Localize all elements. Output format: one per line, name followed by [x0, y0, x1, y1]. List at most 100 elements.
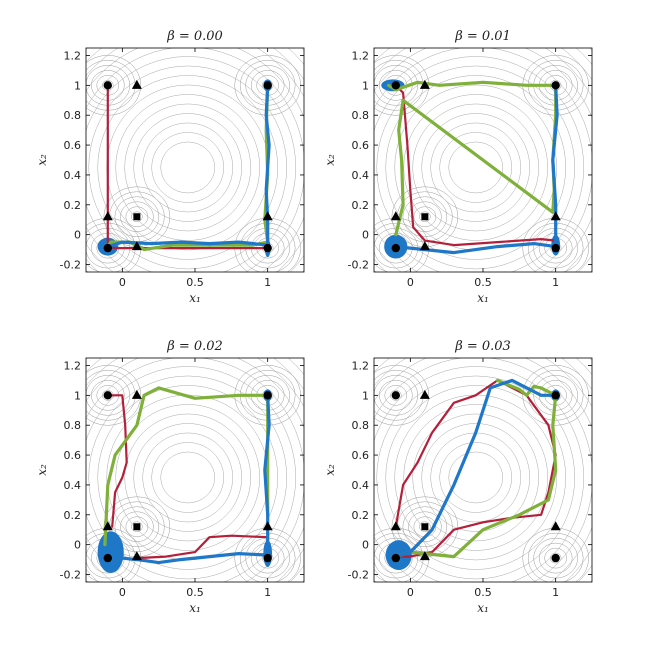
sample-cloud	[97, 531, 124, 574]
series-line	[106, 84, 269, 250]
y-tick-label: 1.2	[352, 359, 370, 372]
y-tick-label: 1	[362, 79, 369, 92]
contour-line	[374, 366, 584, 582]
minimum-marker	[263, 81, 272, 90]
y-tick-label: 0.4	[64, 169, 82, 182]
y-tick-label: 0.4	[64, 479, 82, 492]
x-axis-label: x₁	[189, 601, 201, 615]
y-tick-label: 1.2	[64, 49, 82, 62]
contour-line	[151, 442, 224, 513]
x-axis-label: x₁	[477, 601, 489, 615]
y-tick-label: 0.8	[64, 109, 82, 122]
contour-line	[133, 113, 242, 222]
minimum-marker	[103, 553, 113, 563]
minimum-marker	[551, 553, 560, 563]
contour-line	[160, 451, 215, 504]
panel-beta-0.02: β = 0.02 0 0.5 1 -0.2 0 0.2 0.4 0.6 0.8 1 1.2 x₁ x₂	[35, 339, 305, 615]
contour-line	[86, 358, 304, 582]
contour-line	[403, 404, 548, 551]
y-tick-label: -0.2	[348, 569, 369, 582]
y-tick-label: 0.2	[64, 509, 82, 522]
series-line	[135, 534, 269, 560]
series-line	[394, 378, 558, 559]
contour-lines	[374, 358, 592, 582]
y-axis-label: x₂	[35, 464, 49, 476]
y-tick-label: 1.2	[64, 359, 82, 372]
panel-title: β = 0.02	[166, 339, 223, 354]
contour-line	[448, 451, 503, 504]
contour-line	[124, 413, 251, 542]
y-axis-label: x₂	[35, 154, 49, 166]
y-axis-label: x₂	[323, 154, 337, 166]
contour-line	[160, 141, 215, 194]
saddle-marker	[550, 211, 561, 221]
x-tick-label: 0.5	[186, 276, 204, 289]
series-line	[106, 83, 270, 252]
saddle-marker	[102, 521, 113, 531]
contour-line	[142, 122, 233, 213]
panel-beta-0.01: β = 0.01 0 0.5 1 -0.2 0 0.2 0.4 0.6 0.8 1 1.2 x₁ x₂	[323, 29, 593, 305]
x-tick-label: 1	[552, 276, 559, 289]
saddle-marker	[131, 389, 142, 399]
y-tick-label: 0.2	[352, 509, 370, 522]
contour-line	[376, 65, 575, 270]
contour-line	[538, 542, 573, 574]
y-tick-label: 0.6	[64, 449, 82, 462]
contour-line	[97, 385, 278, 570]
x-tick-label: 0	[407, 586, 414, 599]
saddle-marker	[131, 241, 142, 251]
contour-line	[384, 385, 408, 406]
saddle-marker	[102, 211, 113, 221]
series-line	[394, 83, 559, 255]
y-tick-label: 0	[74, 539, 81, 552]
contour-line	[131, 211, 143, 222]
contour-line	[421, 113, 530, 222]
contour-line	[544, 547, 567, 569]
minimum-marker	[391, 81, 400, 90]
contour-line	[86, 358, 304, 582]
center-marker	[421, 213, 429, 221]
y-tick-label: 0.2	[64, 199, 82, 212]
minimum-marker	[103, 81, 113, 90]
x-tick-label: 0	[119, 276, 126, 289]
contour-line	[385, 385, 566, 570]
y-tick-label: 0	[74, 229, 81, 242]
center-marker	[421, 523, 429, 531]
saddle-marker	[419, 389, 430, 399]
minimum-marker	[551, 81, 560, 90]
contour-line	[402, 196, 448, 237]
saddle-marker	[262, 521, 273, 531]
center-marker	[133, 523, 141, 531]
y-tick-label: 1	[362, 389, 369, 402]
contour-line	[114, 196, 160, 237]
y-tick-label: 0.8	[64, 419, 82, 432]
contour-line	[133, 423, 242, 532]
saddle-marker	[262, 211, 273, 221]
x-tick-label: 1	[264, 586, 271, 599]
center-marker	[133, 213, 141, 221]
contour-line	[114, 506, 160, 547]
y-tick-label: -0.2	[348, 259, 369, 272]
contour-line	[385, 75, 566, 260]
minimum-marker	[391, 391, 400, 400]
y-tick-label: 0.2	[352, 199, 370, 212]
panel-beta-0.03: β = 0.03 0 0.5 1 -0.2 0 0.2 0.4 0.6 0.8 1 1.2 x₁ x₂	[323, 339, 593, 615]
saddle-marker	[419, 79, 430, 89]
contour-line	[412, 103, 539, 232]
contour-line	[439, 132, 512, 203]
contour-line	[88, 375, 287, 580]
saddle-marker	[390, 521, 401, 531]
x-tick-label: 0.5	[474, 276, 492, 289]
minimum-marker	[263, 553, 272, 563]
series-line	[394, 379, 557, 558]
contour-line	[124, 103, 251, 232]
y-tick-label: 0.8	[352, 419, 370, 432]
contour-line	[86, 365, 142, 426]
contour-line	[419, 521, 431, 532]
y-tick-label: 0	[362, 539, 369, 552]
contour-line	[376, 375, 575, 580]
y-tick-label: 0.6	[64, 139, 82, 152]
contour-line	[412, 413, 539, 542]
contour-line	[430, 122, 521, 213]
